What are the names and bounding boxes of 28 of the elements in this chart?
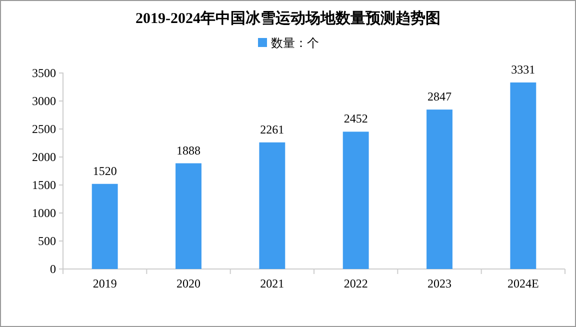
bar: [92, 184, 118, 269]
x-tick-label: 2019: [92, 276, 117, 291]
x-tick-label: 2022: [344, 276, 368, 291]
y-tick-label: 3500: [32, 66, 56, 80]
y-tick-label: 2500: [32, 122, 56, 136]
bar: [510, 82, 536, 269]
legend-label: 数量：个: [271, 36, 319, 50]
bar: [426, 110, 452, 269]
data-label: 3331: [511, 62, 536, 76]
x-tick-label: 2023: [428, 276, 452, 291]
data-label: 2452: [344, 112, 368, 126]
data-label: 2261: [260, 122, 284, 136]
x-tick-label: 2021: [260, 276, 284, 291]
bar: [342, 132, 369, 269]
y-tick-label: 1000: [32, 206, 56, 220]
bar: [176, 163, 202, 269]
data-label: 1520: [92, 164, 117, 178]
y-tick-label: 500: [38, 234, 56, 248]
chart-title: 2019-2024年中国冰雪运动场地数量预测趋势图: [136, 10, 440, 27]
y-tick-label: 0: [50, 262, 56, 276]
x-tick-label: 2020: [176, 276, 200, 291]
y-tick-label: 1500: [32, 178, 56, 192]
y-tick-label: 3000: [32, 94, 56, 108]
y-tick-label: 2000: [32, 150, 56, 164]
data-label: 2847: [428, 90, 452, 104]
x-tick-label: 2024E: [507, 276, 539, 291]
data-label: 1888: [176, 143, 200, 158]
bar: [259, 142, 286, 269]
